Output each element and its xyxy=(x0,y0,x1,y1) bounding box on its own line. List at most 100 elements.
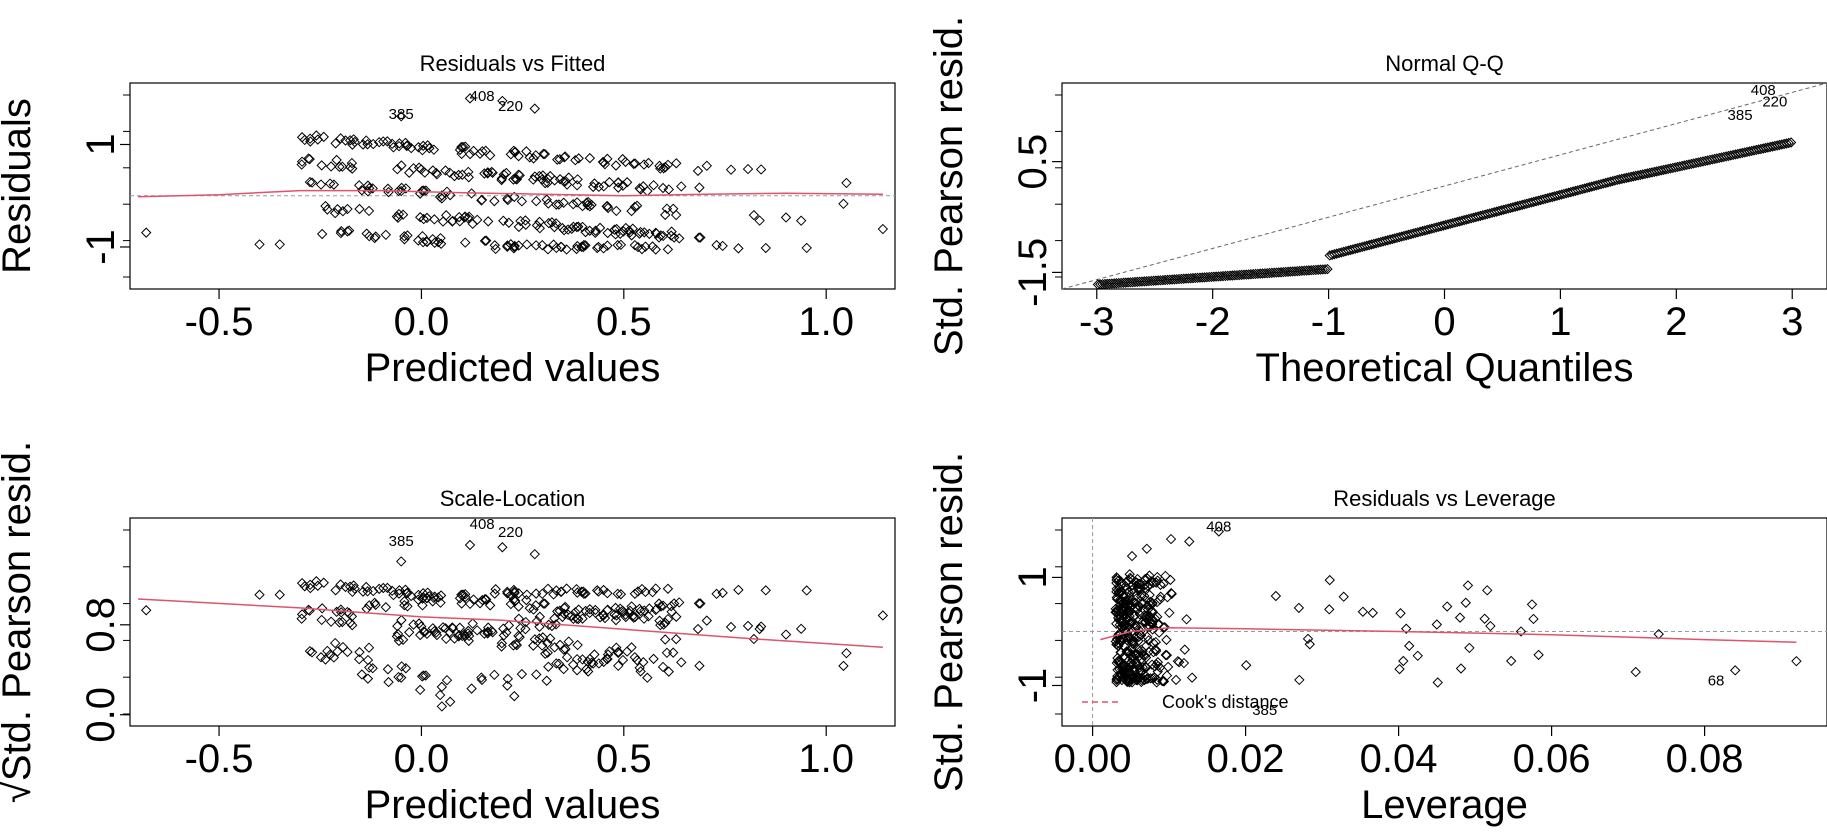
data-point xyxy=(325,161,337,172)
data-point xyxy=(399,234,410,245)
y-tick-label: -1 xyxy=(1011,668,1055,704)
data-point xyxy=(711,239,722,251)
x-tick-label: 0.00 xyxy=(1054,737,1132,781)
data-point xyxy=(524,152,535,163)
data-point xyxy=(760,242,771,254)
data-point xyxy=(466,188,477,199)
data-point xyxy=(1630,666,1641,678)
data-point xyxy=(1302,633,1314,645)
plot-frame xyxy=(129,82,896,290)
data-point xyxy=(1147,597,1158,609)
data-point xyxy=(638,613,650,624)
data-point xyxy=(1153,627,1165,638)
data-point xyxy=(329,207,341,219)
data-point xyxy=(617,153,628,165)
data-point xyxy=(509,587,520,599)
data-point xyxy=(624,227,636,238)
data-point xyxy=(1116,674,1128,686)
data-point xyxy=(563,636,574,647)
data-point xyxy=(566,610,577,621)
data-point xyxy=(388,589,399,601)
data-point xyxy=(662,583,674,594)
data-point xyxy=(479,168,490,179)
data-point xyxy=(660,209,671,221)
data-point xyxy=(602,588,613,599)
data-point xyxy=(748,633,760,645)
data-point xyxy=(367,663,378,674)
data-point xyxy=(602,240,613,251)
data-point xyxy=(477,594,488,606)
data-point xyxy=(1137,597,1148,608)
data-point xyxy=(1116,615,1128,627)
data-point xyxy=(1324,604,1335,615)
data-point xyxy=(1479,613,1490,624)
data-point xyxy=(711,588,722,600)
data-point xyxy=(572,639,583,651)
data-point xyxy=(520,624,531,635)
data-point xyxy=(1147,624,1158,635)
data-point xyxy=(670,209,682,221)
data-point xyxy=(508,243,520,254)
data-point xyxy=(393,588,405,599)
data-point xyxy=(489,240,500,251)
data-point xyxy=(780,629,792,640)
data-point xyxy=(581,663,592,675)
data-point xyxy=(658,619,669,630)
data-point xyxy=(725,164,737,175)
data-point xyxy=(428,144,440,155)
data-point xyxy=(315,652,327,663)
data-point xyxy=(1129,609,1141,621)
data-point xyxy=(1148,646,1159,658)
data-point xyxy=(655,601,667,612)
data-point xyxy=(356,185,368,196)
data-point xyxy=(1184,536,1195,547)
data-point xyxy=(414,684,426,696)
data-point xyxy=(354,203,365,215)
data-point xyxy=(543,217,554,229)
data-point xyxy=(1138,650,1149,661)
y-tick-label: 1 xyxy=(1011,566,1055,588)
data-point xyxy=(395,672,407,683)
data-point xyxy=(692,623,704,635)
data-point xyxy=(671,158,682,169)
data-point xyxy=(594,222,606,234)
data-point xyxy=(624,605,636,616)
data-point xyxy=(1485,620,1496,632)
data-point xyxy=(513,613,525,624)
data-point xyxy=(612,239,623,251)
data-point xyxy=(1166,588,1177,600)
data-point xyxy=(671,611,682,622)
x-tick-label: -2 xyxy=(1195,300,1231,344)
data-point xyxy=(573,153,584,164)
data-point xyxy=(1401,623,1412,634)
data-point xyxy=(613,660,624,672)
data-point xyxy=(1144,589,1155,601)
data-point xyxy=(482,626,493,637)
data-point xyxy=(648,179,659,191)
data-point xyxy=(643,611,654,622)
data-point xyxy=(1111,639,1122,650)
point-annotation: 385 xyxy=(1728,107,1753,124)
data-point xyxy=(460,237,471,248)
data-point xyxy=(591,585,603,596)
data-point xyxy=(534,633,545,644)
data-point xyxy=(580,588,591,599)
data-point xyxy=(413,235,424,246)
data-point xyxy=(429,214,440,225)
data-point xyxy=(394,585,405,596)
data-point xyxy=(613,182,624,193)
data-point xyxy=(508,584,520,596)
x-tick-label: 0.02 xyxy=(1207,737,1285,781)
data-point xyxy=(332,204,343,215)
data-point xyxy=(584,604,596,615)
x-tick-label: 0.0 xyxy=(394,300,450,344)
point-annotation: 68 xyxy=(1708,672,1725,689)
data-point xyxy=(602,227,613,239)
data-point xyxy=(602,200,613,212)
data-point xyxy=(421,592,432,604)
data-points xyxy=(1092,137,1797,290)
data-point xyxy=(717,587,728,599)
panel-3: Scale-Location -0.5 0.0 0.5 1.0 0.0 0.8 Predict… xyxy=(0,441,896,827)
data-point xyxy=(392,628,404,640)
data-point xyxy=(1113,575,1124,586)
